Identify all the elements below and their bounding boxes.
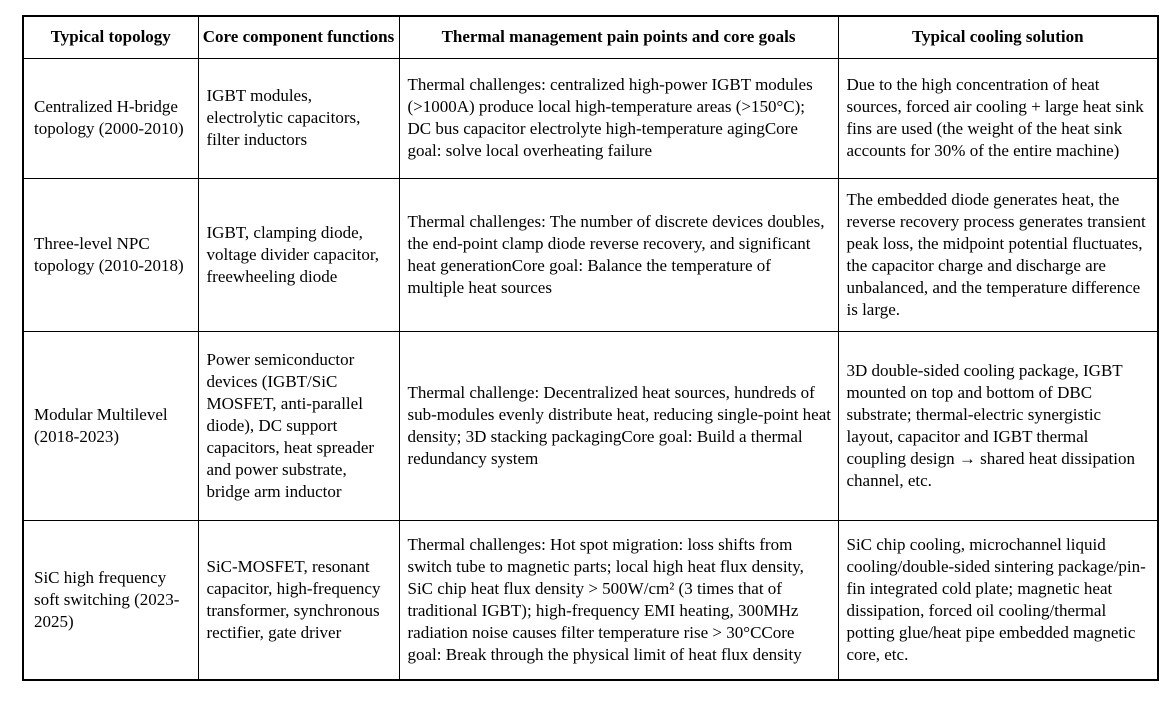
cell-cooling-solution: 3D double-sided cooling package, IGBT mo…: [837, 330, 1159, 521]
cell-topology: Three-level NPC topology (2010-2018): [22, 177, 199, 332]
table-row-centralized-h-bridge: Centralized H-bridge topology (2000-2010…: [22, 57, 1159, 179]
header-typical-topology: Typical topology: [22, 15, 199, 59]
cell-pain-points: Thermal challenges: Hot spot migration: …: [398, 519, 839, 681]
cell-pain-points: Thermal challenges: The number of discre…: [398, 177, 839, 332]
cell-cooling-solution: Due to the high concentration of heat so…: [837, 57, 1159, 179]
cell-components: Power semiconductor devices (IGBT/SiC MO…: [197, 330, 400, 521]
table-row-three-level-npc: Three-level NPC topology (2010-2018) IGB…: [22, 177, 1159, 332]
header-core-component-functions: Core component functions: [197, 15, 400, 59]
cell-cooling-solution: The embedded diode generates heat, the r…: [837, 177, 1159, 332]
cell-cooling-solution: SiC chip cooling, microchannel liquid co…: [837, 519, 1159, 681]
cell-pain-points: Thermal challenges: centralized high-pow…: [398, 57, 839, 179]
cell-topology: Centralized H-bridge topology (2000-2010…: [22, 57, 199, 179]
cell-components: IGBT, clamping diode, voltage divider ca…: [197, 177, 400, 332]
table-row-modular-multilevel: Modular Multilevel (2018-2023) Power sem…: [22, 330, 1159, 521]
cell-pain-points: Thermal challenge: Decentralized heat so…: [398, 330, 839, 521]
topology-evolution-table: Typical topology Core component function…: [22, 15, 1159, 681]
header-thermal-pain-points-core-goals: Thermal management pain points and core …: [398, 15, 839, 59]
header-typical-cooling-solution: Typical cooling solution: [837, 15, 1159, 59]
cell-topology: SiC high frequency soft switching (2023-…: [22, 519, 199, 681]
cell-components: SiC-MOSFET, resonant capacitor, high-fre…: [197, 519, 400, 681]
cell-components: IGBT modules, electrolytic capacitors, f…: [197, 57, 400, 179]
table-row-sic-high-frequency: SiC high frequency soft switching (2023-…: [22, 519, 1159, 681]
cell-topology: Modular Multilevel (2018-2023): [22, 330, 199, 521]
header-row: Typical topology Core component function…: [22, 15, 1159, 59]
